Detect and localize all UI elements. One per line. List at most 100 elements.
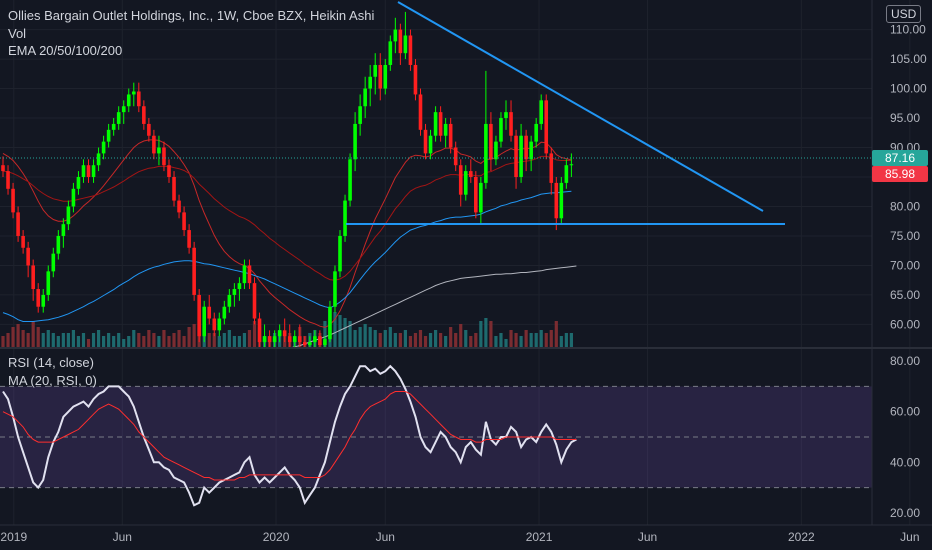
candle-body[interactable] [212, 318, 217, 331]
candle-body[interactable] [247, 265, 252, 284]
candle-body[interactable] [292, 336, 297, 343]
candle-body[interactable] [358, 106, 362, 124]
candle-body[interactable] [182, 212, 186, 231]
candle-body[interactable] [282, 330, 287, 337]
candle-body[interactable] [308, 342, 312, 346]
candle-body[interactable] [468, 171, 473, 177]
candle-body[interactable] [26, 247, 30, 266]
ema-line-ema200[interactable] [289, 265, 577, 349]
candle-body[interactable] [388, 41, 393, 65]
candle-body[interactable] [463, 171, 468, 195]
candle-body[interactable] [514, 135, 518, 177]
candles[interactable] [1, 11, 574, 348]
candle-body[interactable] [539, 100, 544, 124]
candle-body[interactable] [157, 147, 161, 154]
candle-body[interactable] [509, 112, 513, 136]
rsi-panel[interactable] [0, 364, 872, 507]
trendlines[interactable] [346, 1, 785, 225]
candle-body[interactable] [116, 112, 121, 124]
ema-line-ema100[interactable] [2, 190, 572, 322]
candle-body[interactable] [403, 35, 408, 54]
time-axis[interactable]: 2019 Jun 2020 Jun 2021 Jun 2022 Jun [0, 530, 919, 544]
candle-body[interactable] [81, 165, 86, 177]
rsi-ma-line[interactable] [2, 391, 577, 481]
candle-body[interactable] [534, 123, 538, 142]
candle-body[interactable] [252, 283, 257, 319]
candle-body[interactable] [111, 123, 116, 130]
candle-body[interactable] [524, 135, 528, 160]
candle-body[interactable] [272, 336, 277, 343]
candle-body[interactable] [207, 306, 212, 319]
candle-body[interactable] [227, 294, 232, 307]
candle-body[interactable] [559, 182, 564, 219]
candle-body[interactable] [232, 289, 237, 295]
candle-body[interactable] [569, 164, 574, 166]
candle-body[interactable] [494, 141, 498, 160]
candle-body[interactable] [398, 29, 403, 54]
candle-body[interactable] [262, 336, 267, 343]
candle-body[interactable] [16, 212, 20, 236]
candle-body[interactable] [499, 118, 503, 142]
candle-body[interactable] [152, 135, 156, 154]
candle-body[interactable] [137, 91, 141, 107]
price-axis[interactable]: 60.0065.0070.0075.0080.0085.0090.0095.00… [890, 23, 927, 520]
candle-body[interactable] [51, 253, 56, 272]
candle-body[interactable] [101, 141, 106, 154]
candle-body[interactable] [544, 100, 549, 154]
candle-body[interactable] [368, 76, 372, 89]
candle-body[interactable] [237, 283, 242, 290]
candle-body[interactable] [413, 64, 418, 95]
candle-body[interactable] [131, 91, 136, 95]
descending-trendline[interactable] [397, 1, 764, 212]
candle-body[interactable] [147, 123, 151, 136]
candle-body[interactable] [96, 153, 101, 166]
candle-body[interactable] [433, 112, 438, 136]
candle-body[interactable] [504, 112, 508, 119]
candle-body[interactable] [423, 129, 428, 154]
candle-body[interactable] [378, 64, 383, 89]
candle-body[interactable] [484, 123, 488, 183]
candle-body[interactable] [313, 336, 317, 343]
candle-body[interactable] [333, 271, 337, 307]
candle-body[interactable] [126, 94, 131, 107]
ema-line-ema20[interactable] [2, 139, 572, 328]
candle-body[interactable] [519, 135, 523, 177]
candle-body[interactable] [86, 165, 91, 177]
candle-body[interactable] [187, 230, 191, 248]
candle-body[interactable] [202, 306, 206, 337]
candle-body[interactable] [142, 106, 146, 124]
candle-body[interactable] [549, 153, 554, 183]
candle-body[interactable] [11, 188, 15, 213]
candle-body[interactable] [56, 235, 61, 254]
candle-body[interactable] [564, 165, 569, 183]
candle-body[interactable] [21, 235, 25, 248]
candle-body[interactable] [479, 182, 483, 213]
candle-body[interactable] [172, 177, 176, 201]
candle-body[interactable] [363, 88, 367, 107]
candle-body[interactable] [343, 200, 347, 236]
candle-body[interactable] [242, 265, 247, 284]
candle-body[interactable] [474, 177, 478, 213]
candle-body[interactable] [91, 165, 96, 177]
candle-body[interactable] [71, 188, 76, 207]
candle-body[interactable] [277, 330, 282, 337]
candle-body[interactable] [448, 123, 453, 148]
candle-body[interactable] [257, 318, 262, 343]
candle-body[interactable] [328, 306, 332, 340]
candle-body[interactable] [353, 123, 357, 160]
candle-body[interactable] [453, 147, 458, 166]
candle-body[interactable] [222, 306, 227, 319]
candle-body[interactable] [303, 342, 307, 346]
candle-body[interactable] [393, 29, 398, 42]
candle-body[interactable] [121, 106, 126, 113]
currency-button[interactable]: USD [886, 5, 922, 23]
candle-body[interactable] [106, 129, 111, 142]
candle-body[interactable] [6, 171, 10, 189]
candle-body[interactable] [297, 336, 302, 343]
candle-body[interactable] [61, 224, 66, 236]
ema-line-ema50[interactable] [2, 155, 572, 281]
candle-body[interactable] [197, 294, 201, 337]
candle-body[interactable] [408, 35, 413, 65]
candle-body[interactable] [458, 165, 463, 195]
